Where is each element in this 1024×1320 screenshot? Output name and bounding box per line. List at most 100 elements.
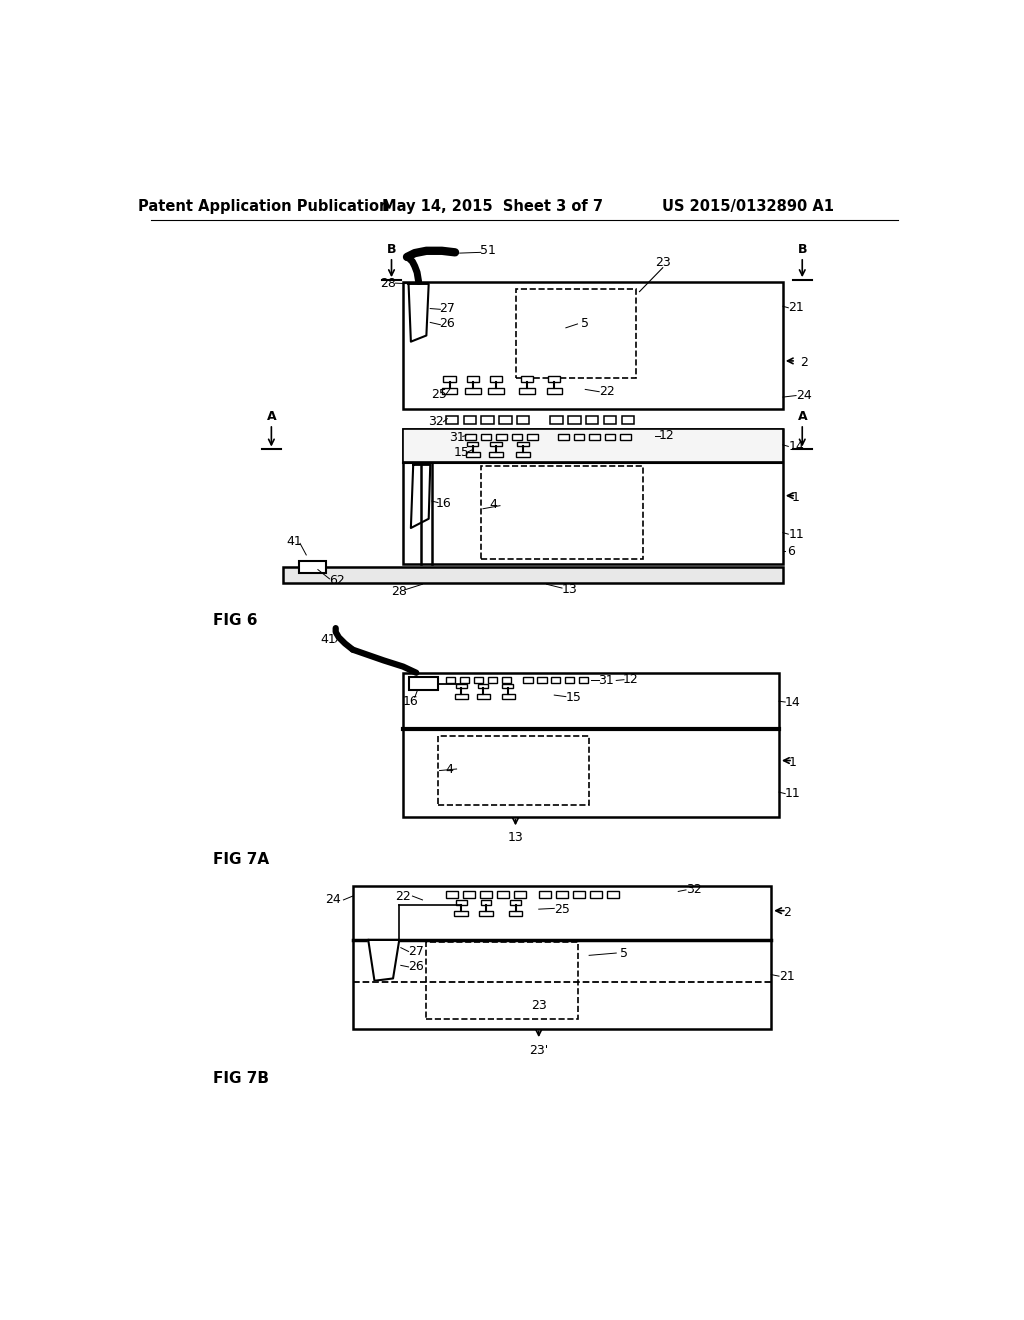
Bar [456, 900, 467, 904]
Bar [621, 434, 631, 441]
Bar [443, 376, 456, 381]
Bar [551, 677, 560, 682]
Text: 2: 2 [800, 356, 808, 370]
Bar [573, 434, 585, 441]
Bar [502, 677, 511, 682]
Text: 24: 24 [326, 894, 341, 907]
Text: 27: 27 [439, 302, 456, 315]
Bar [517, 442, 528, 446]
Bar [589, 434, 600, 441]
Bar [586, 416, 598, 424]
Bar [283, 566, 783, 583]
Bar [465, 388, 480, 395]
Text: 4: 4 [445, 763, 454, 776]
Bar [517, 416, 529, 424]
Text: 2: 2 [782, 907, 791, 920]
Text: 21: 21 [779, 970, 795, 982]
Bar [409, 677, 438, 690]
Bar [558, 434, 569, 441]
Text: 14: 14 [788, 440, 804, 453]
Bar [299, 561, 326, 573]
Text: 22: 22 [395, 890, 411, 903]
Text: May 14, 2015  Sheet 3 of 7: May 14, 2015 Sheet 3 of 7 [382, 198, 603, 214]
Text: 31: 31 [598, 675, 614, 686]
Bar [479, 911, 493, 916]
Bar [480, 891, 493, 899]
Bar [481, 416, 494, 424]
Text: 6: 6 [786, 545, 795, 557]
Bar [403, 429, 783, 564]
Bar [463, 891, 475, 899]
Text: A: A [798, 409, 807, 422]
Text: FIG 7A: FIG 7A [213, 851, 269, 867]
Text: A: A [266, 409, 276, 422]
Text: 11: 11 [785, 787, 801, 800]
Text: 1: 1 [793, 491, 800, 504]
Text: 28: 28 [380, 277, 395, 290]
Bar [515, 289, 636, 378]
Bar [590, 891, 602, 899]
Text: 15: 15 [454, 446, 469, 459]
Bar [548, 376, 560, 381]
Text: 1: 1 [790, 756, 797, 770]
Text: 25: 25 [431, 388, 447, 401]
Text: 28: 28 [391, 585, 408, 598]
Bar [488, 388, 504, 395]
Text: 51: 51 [480, 244, 497, 257]
Bar [352, 886, 771, 940]
Bar [489, 451, 503, 457]
Bar [565, 677, 574, 682]
Bar [538, 677, 547, 682]
Bar [519, 388, 535, 395]
Bar [445, 891, 458, 899]
Text: US 2015/0132890 A1: US 2015/0132890 A1 [662, 198, 834, 214]
Text: 32: 32 [686, 883, 701, 896]
Bar [604, 416, 616, 424]
Text: 4: 4 [489, 499, 498, 511]
Bar [539, 891, 551, 899]
Text: 24: 24 [796, 389, 812, 403]
Text: FIG 6: FIG 6 [213, 612, 258, 628]
Polygon shape [411, 465, 430, 528]
Bar [503, 684, 513, 688]
Text: 13: 13 [562, 583, 578, 597]
Bar [403, 729, 779, 817]
Bar [467, 442, 478, 446]
Bar [480, 466, 643, 558]
Bar [550, 416, 563, 424]
Bar [464, 416, 476, 424]
Text: 16: 16 [435, 496, 452, 510]
Bar [467, 376, 479, 381]
Text: 14: 14 [785, 696, 801, 709]
Text: 31: 31 [449, 430, 465, 444]
Bar [527, 434, 538, 441]
Bar [445, 677, 455, 682]
Bar [514, 891, 526, 899]
Text: 25: 25 [554, 903, 570, 916]
Bar [489, 376, 503, 381]
Text: 11: 11 [788, 528, 804, 541]
Bar [521, 376, 534, 381]
Text: 23': 23' [529, 1044, 549, 1056]
Bar [426, 942, 578, 1019]
Text: Patent Application Publication: Patent Application Publication [138, 198, 389, 214]
Text: 12: 12 [623, 673, 638, 686]
Bar [516, 451, 530, 457]
Bar [604, 434, 615, 441]
Text: 5: 5 [620, 946, 628, 960]
Bar [607, 891, 620, 899]
Bar [460, 677, 469, 682]
Bar [456, 684, 467, 688]
Bar [497, 891, 509, 899]
Bar [480, 434, 492, 441]
Bar [477, 693, 489, 700]
Text: 41: 41 [287, 536, 302, 548]
Bar [455, 911, 468, 916]
Bar [579, 677, 589, 682]
Text: 23: 23 [530, 999, 547, 1012]
Bar [487, 677, 497, 682]
Text: 23: 23 [655, 256, 671, 269]
Bar [496, 434, 507, 441]
Bar [568, 416, 581, 424]
Polygon shape [369, 940, 399, 981]
